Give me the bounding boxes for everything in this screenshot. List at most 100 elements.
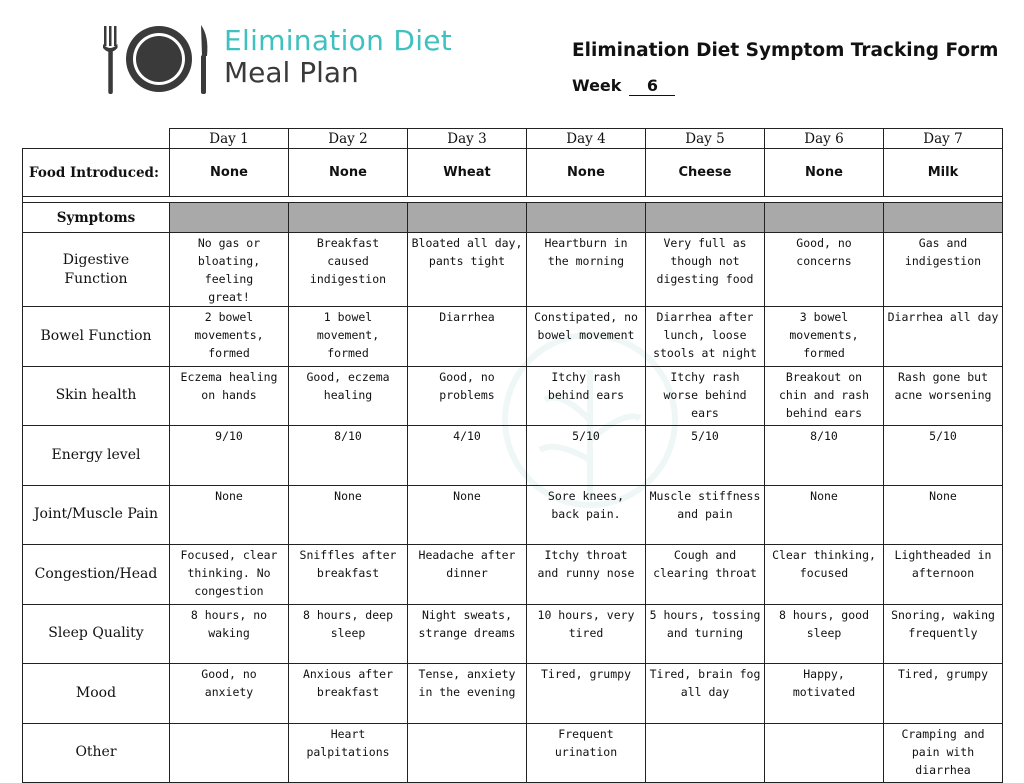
- symptom-cell[interactable]: Frequent urination: [526, 722, 646, 783]
- symptom-row: Bowel Function 2 bowel movements, formed 1…: [22, 306, 1003, 367]
- symptom-cell[interactable]: [169, 722, 289, 783]
- symptom-cell[interactable]: 5/10: [645, 425, 765, 486]
- symptom-cell[interactable]: Diarrhea all day: [883, 306, 1003, 367]
- day-header: Day 5: [645, 128, 765, 149]
- symptom-cell[interactable]: Sniffles after breakfast: [288, 544, 408, 605]
- symptom-cell[interactable]: 2 bowel movements, formed: [169, 306, 289, 367]
- symptom-cell[interactable]: Cramping and pain with diarrhea: [883, 722, 1003, 783]
- symptom-cell[interactable]: Cough and clearing throat: [645, 544, 765, 605]
- symptom-cell[interactable]: Headache after dinner: [407, 544, 527, 605]
- food-cell[interactable]: None: [288, 148, 408, 197]
- symptom-cell[interactable]: None: [764, 484, 884, 545]
- symptom-row-label: Sleep Quality: [22, 603, 170, 664]
- food-introduced-row: Food Introduced: None None Wheat None Ch…: [22, 148, 1003, 197]
- symptom-cell[interactable]: Itchy throat and runny nose: [526, 544, 646, 605]
- symptom-cell[interactable]: 8 hours, deep sleep: [288, 603, 408, 664]
- symptom-cell[interactable]: Itchy rash behind ears: [526, 365, 646, 426]
- symptom-row: Digestive Function No gas or bloating, fe…: [22, 232, 1003, 307]
- symptom-cell[interactable]: Good, no anxiety: [169, 663, 289, 724]
- symptom-row: Congestion/Head Focused, clear thinking. …: [22, 544, 1003, 605]
- symptom-cell[interactable]: Heart palpitations: [288, 722, 408, 783]
- symptom-cell[interactable]: None: [883, 484, 1003, 545]
- symptom-row-label: Digestive Function: [22, 232, 170, 307]
- symptom-cell[interactable]: 8 hours, no waking: [169, 603, 289, 664]
- symptoms-shaded-cell: [407, 202, 527, 233]
- symptom-cell[interactable]: None: [288, 484, 408, 545]
- week-field: Week 6: [572, 76, 676, 96]
- symptoms-shaded-cell: [526, 202, 646, 233]
- symptom-cell[interactable]: Sore knees, back pain.: [526, 484, 646, 545]
- symptom-cell[interactable]: Good, no problems: [407, 365, 527, 426]
- symptom-cell[interactable]: Tense, anxiety in the evening: [407, 663, 527, 724]
- symptom-cell[interactable]: 9/10: [169, 425, 289, 486]
- symptom-cell[interactable]: Lightheaded in afternoon: [883, 544, 1003, 605]
- symptom-cell[interactable]: [764, 722, 884, 783]
- symptom-row-label: Bowel Function: [22, 306, 170, 367]
- symptom-cell[interactable]: Very full as though not digesting food: [645, 232, 765, 307]
- plate-fork-knife-icon: [103, 25, 208, 94]
- food-cell[interactable]: None: [526, 148, 646, 197]
- symptom-cell[interactable]: Happy, motivated: [764, 663, 884, 724]
- symptoms-shaded-cell: [169, 202, 289, 233]
- symptom-cell[interactable]: None: [407, 484, 527, 545]
- symptom-cell[interactable]: [645, 722, 765, 783]
- symptom-cell[interactable]: 8 hours, good sleep: [764, 603, 884, 664]
- day-header: Day 6: [764, 128, 884, 149]
- symptom-cell[interactable]: None: [169, 484, 289, 545]
- symptom-cell[interactable]: Tired, grumpy: [526, 663, 646, 724]
- symptom-row-label: Skin health: [22, 365, 170, 426]
- symptom-cell[interactable]: 5/10: [883, 425, 1003, 486]
- symptoms-shaded-cell: [645, 202, 765, 233]
- symptom-cell[interactable]: Rash gone but acne worsening: [883, 365, 1003, 426]
- week-value[interactable]: 6: [629, 77, 676, 96]
- symptom-cell[interactable]: 4/10: [407, 425, 527, 486]
- symptom-cell[interactable]: Anxious after breakfast: [288, 663, 408, 724]
- symptom-cell[interactable]: 3 bowel movements, formed: [764, 306, 884, 367]
- food-cell[interactable]: Cheese: [645, 148, 765, 197]
- symptom-cell[interactable]: Gas and indigestion: [883, 232, 1003, 307]
- symptom-cell[interactable]: Bloated all day, pants tight: [407, 232, 527, 307]
- symptom-row-label: Mood: [22, 663, 170, 724]
- symptom-cell[interactable]: Muscle stiffness and pain: [645, 484, 765, 545]
- symptom-cell[interactable]: 5 hours, tossing and turning: [645, 603, 765, 664]
- food-cell[interactable]: Wheat: [407, 148, 527, 197]
- symptom-cell[interactable]: Eczema healing on hands: [169, 365, 289, 426]
- symptom-cell[interactable]: Tired, grumpy: [883, 663, 1003, 724]
- symptom-cell[interactable]: Diarrhea after lunch, loose stools at ni…: [645, 306, 765, 367]
- symptom-cell[interactable]: Clear thinking, focused: [764, 544, 884, 605]
- symptom-cell[interactable]: Diarrhea: [407, 306, 527, 367]
- symptoms-header-row: Symptoms: [22, 202, 1003, 233]
- symptom-cell[interactable]: Night sweats, strange dreams: [407, 603, 527, 664]
- symptom-cell[interactable]: 1 bowel movement, formed: [288, 306, 408, 367]
- symptoms-label: Symptoms: [22, 202, 170, 233]
- day-header: Day 4: [526, 128, 646, 149]
- symptom-row: Mood Good, no anxiety Anxious after breakf…: [22, 663, 1003, 724]
- symptom-cell[interactable]: Itchy rash worse behind ears: [645, 365, 765, 426]
- symptom-cell[interactable]: Good, eczema healing: [288, 365, 408, 426]
- form-title: Elimination Diet Symptom Tracking Form: [572, 40, 999, 61]
- logo-title-line2: Meal Plan: [224, 56, 359, 89]
- symptom-cell[interactable]: 8/10: [288, 425, 408, 486]
- symptom-cell[interactable]: Snoring, waking frequently: [883, 603, 1003, 664]
- symptom-row: Energy level 9/10 8/10 4/10 5/10 5/10 8/10 5/10: [22, 425, 1003, 486]
- food-cell[interactable]: None: [764, 148, 884, 197]
- symptom-cell[interactable]: 10 hours, very tired: [526, 603, 646, 664]
- symptom-cell[interactable]: Good, no concerns: [764, 232, 884, 307]
- logo-title-line1: Elimination Diet: [224, 24, 453, 57]
- symptom-cell[interactable]: 5/10: [526, 425, 646, 486]
- symptom-cell[interactable]: 8/10: [764, 425, 884, 486]
- food-cell[interactable]: None: [169, 148, 289, 197]
- symptom-cell[interactable]: No gas or bloating, feeling great!: [169, 232, 289, 307]
- symptom-cell[interactable]: Tired, brain fog all day: [645, 663, 765, 724]
- symptom-cell[interactable]: Breakout on chin and rash behind ears: [764, 365, 884, 426]
- food-cell[interactable]: Milk: [883, 148, 1003, 197]
- symptom-cell[interactable]: [407, 722, 527, 783]
- symptom-cell[interactable]: Heartburn in the morning: [526, 232, 646, 307]
- symptom-cell[interactable]: Focused, clear thinking. No congestion: [169, 544, 289, 605]
- symptom-row-label: Energy level: [22, 425, 170, 486]
- symptom-cell[interactable]: Breakfast caused indigestion: [288, 232, 408, 307]
- symptom-cell[interactable]: Constipated, no bowel movement: [526, 306, 646, 367]
- day-header: Day 7: [883, 128, 1003, 149]
- day-header: Day 1: [169, 128, 289, 149]
- day-header: Day 3: [407, 128, 527, 149]
